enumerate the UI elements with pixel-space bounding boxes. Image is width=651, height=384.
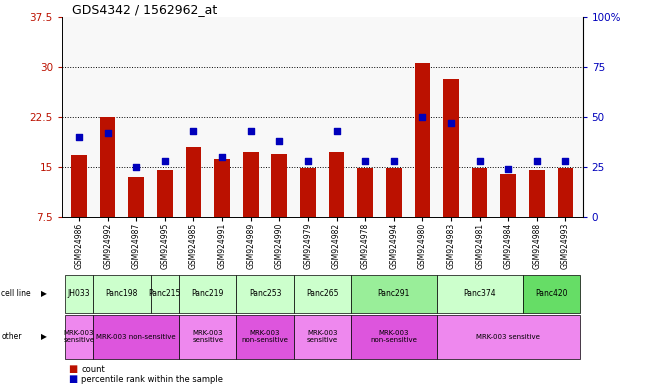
Bar (243, 152, 258, 217)
Text: other: other (1, 333, 21, 341)
Text: Panc291: Panc291 (378, 289, 410, 298)
Bar (157, 170, 173, 217)
Point (188, 128, 199, 134)
Bar (300, 168, 316, 217)
Point (131, 164, 141, 170)
Bar (128, 177, 144, 217)
Text: JH033: JH033 (68, 289, 90, 298)
Bar (501, 174, 516, 217)
Point (360, 158, 370, 164)
Point (475, 158, 485, 164)
Text: count: count (81, 365, 105, 374)
Bar (71, 155, 87, 217)
Text: ■: ■ (68, 364, 77, 374)
Text: Panc265: Panc265 (306, 289, 339, 298)
Text: cell line: cell line (1, 289, 31, 298)
Point (561, 158, 571, 164)
Point (74, 134, 84, 140)
Point (245, 128, 256, 134)
Text: ▶: ▶ (41, 333, 47, 341)
Point (446, 120, 456, 126)
Point (532, 158, 542, 164)
Text: Panc219: Panc219 (191, 289, 224, 298)
Point (159, 158, 170, 164)
Bar (271, 154, 287, 217)
Bar (443, 79, 459, 217)
Point (389, 158, 399, 164)
Text: Panc253: Panc253 (249, 289, 281, 298)
Point (417, 114, 428, 120)
Point (274, 138, 284, 144)
Bar (529, 170, 545, 217)
Text: MRK-003
sensitive: MRK-003 sensitive (63, 331, 94, 343)
Bar (558, 168, 574, 217)
Text: Panc420: Panc420 (535, 289, 568, 298)
Text: Panc374: Panc374 (464, 289, 496, 298)
Bar (329, 152, 344, 217)
Point (331, 128, 342, 134)
Point (217, 154, 227, 160)
Text: ▶: ▶ (41, 289, 47, 298)
Bar (186, 147, 201, 217)
Bar (100, 117, 115, 217)
Text: Panc198: Panc198 (105, 289, 138, 298)
Bar (357, 168, 373, 217)
Text: ■: ■ (68, 374, 77, 384)
Bar (415, 63, 430, 217)
Text: MRK-003 sensitive: MRK-003 sensitive (477, 334, 540, 340)
Point (503, 166, 514, 172)
Text: percentile rank within the sample: percentile rank within the sample (81, 375, 223, 384)
Bar (386, 168, 402, 217)
Bar (472, 168, 488, 217)
Text: MRK-003
sensitive: MRK-003 sensitive (307, 331, 338, 343)
Text: MRK-003
non-sensitive: MRK-003 non-sensitive (370, 331, 417, 343)
Text: MRK-003 non-sensitive: MRK-003 non-sensitive (96, 334, 176, 340)
Text: MRK-003
non-sensitive: MRK-003 non-sensitive (242, 331, 288, 343)
Bar (214, 159, 230, 217)
Point (102, 130, 113, 136)
Point (303, 158, 313, 164)
Text: Panc215: Panc215 (148, 289, 181, 298)
Text: MRK-003
sensitive: MRK-003 sensitive (192, 331, 223, 343)
Text: GDS4342 / 1562962_at: GDS4342 / 1562962_at (72, 3, 217, 16)
